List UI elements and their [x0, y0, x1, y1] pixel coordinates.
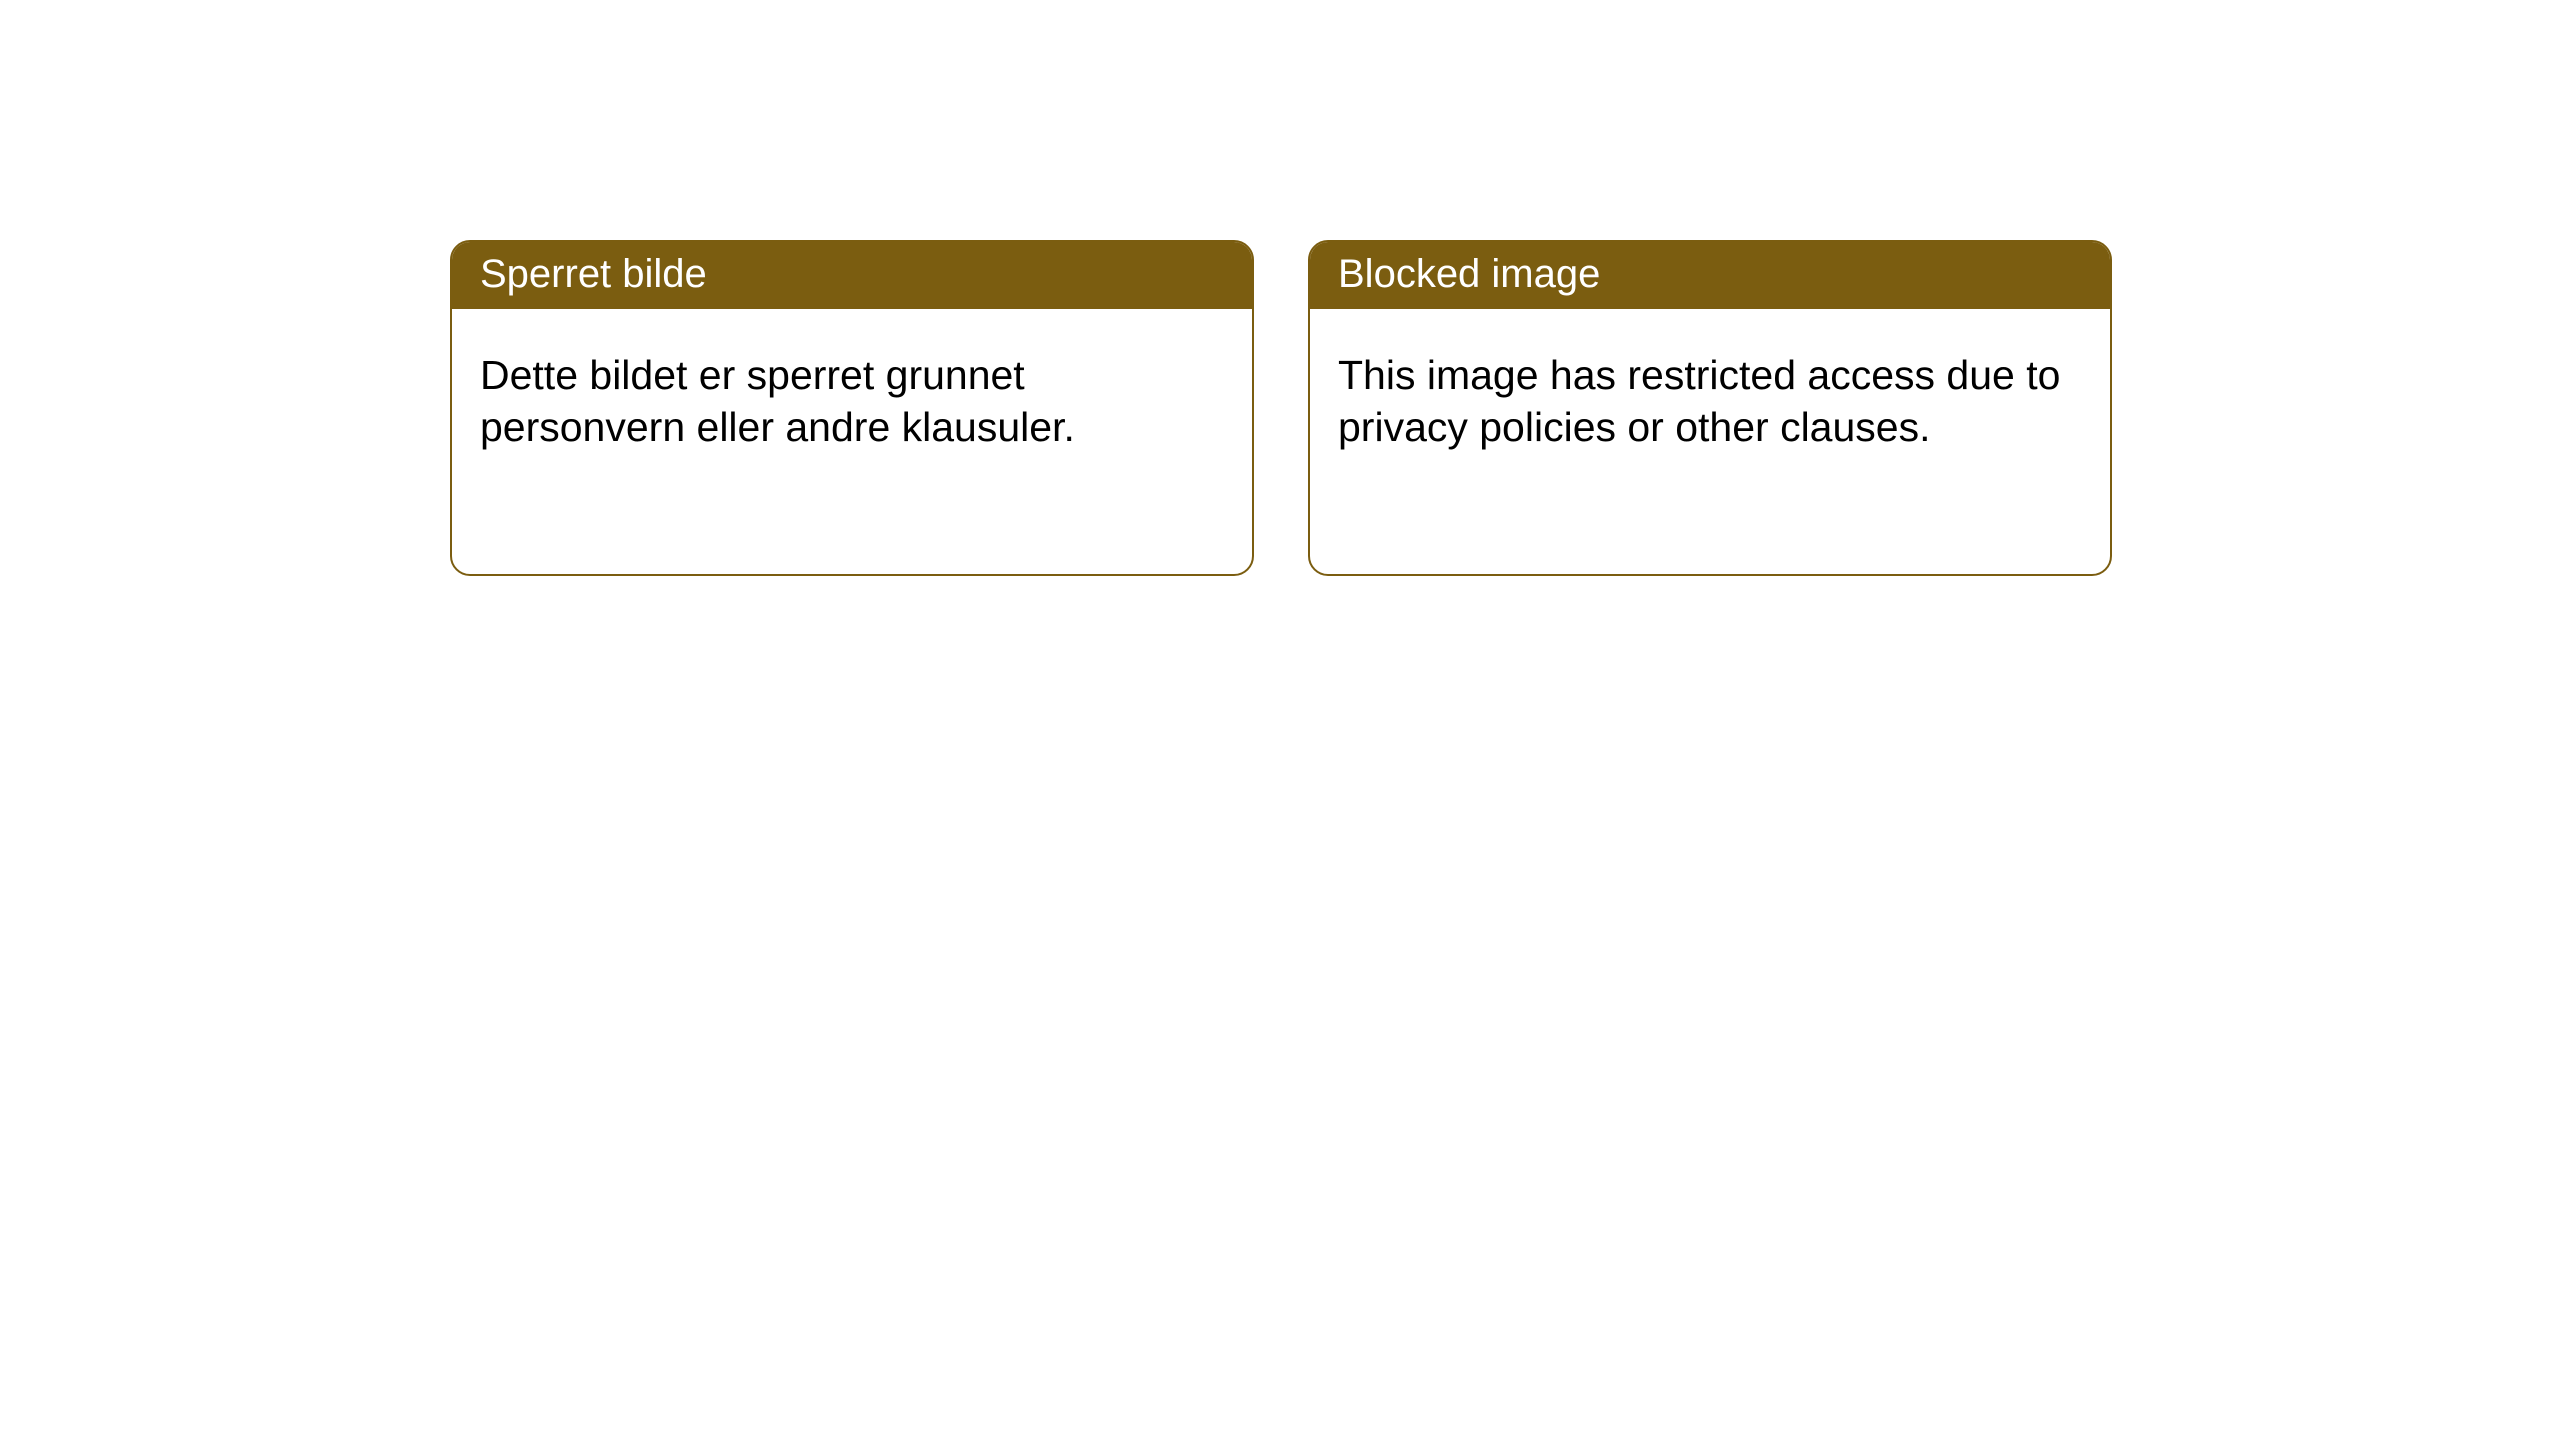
blocked-image-card-no: Sperret bilde Dette bildet er sperret gr… — [450, 240, 1254, 576]
blocked-image-card-en: Blocked image This image has restricted … — [1308, 240, 2112, 576]
card-header-en: Blocked image — [1310, 242, 2110, 309]
cards-container: Sperret bilde Dette bildet er sperret gr… — [0, 0, 2560, 576]
card-body-no: Dette bildet er sperret grunnet personve… — [452, 309, 1252, 482]
card-title-en: Blocked image — [1338, 252, 1600, 296]
card-header-no: Sperret bilde — [452, 242, 1252, 309]
card-body-text-en: This image has restricted access due to … — [1338, 352, 2060, 450]
card-title-no: Sperret bilde — [480, 252, 707, 296]
card-body-text-no: Dette bildet er sperret grunnet personve… — [480, 352, 1075, 450]
card-body-en: This image has restricted access due to … — [1310, 309, 2110, 482]
